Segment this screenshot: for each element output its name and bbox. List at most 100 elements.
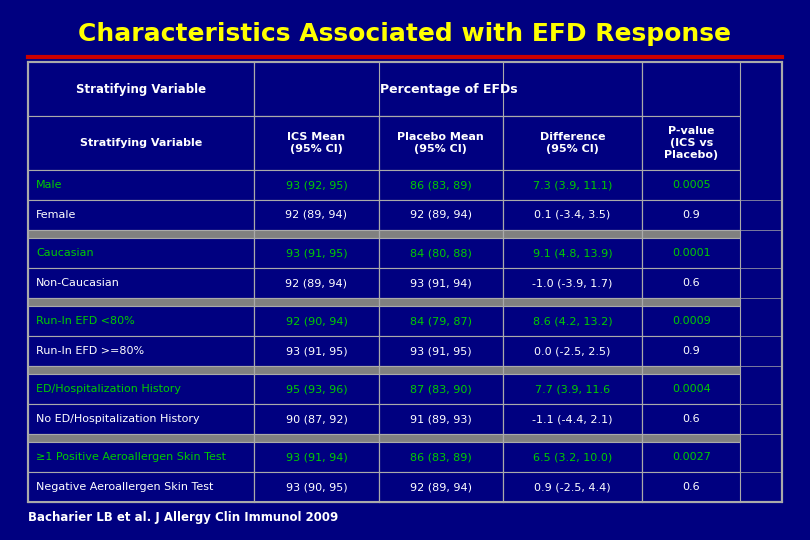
Bar (254, 268, 378, 298)
Text: 0.0009: 0.0009 (672, 316, 710, 326)
Text: 93 (91, 95): 93 (91, 95) (410, 346, 471, 356)
Text: 0.0027: 0.0027 (671, 453, 710, 462)
Bar (503, 434, 642, 442)
Text: 6.5 (3.2, 10.0): 6.5 (3.2, 10.0) (533, 453, 612, 462)
Bar (28, 62, 782, 502)
Bar (254, 298, 378, 306)
Bar (503, 366, 642, 374)
Bar (254, 62, 642, 116)
Text: 7.3 (3.9, 11.1): 7.3 (3.9, 11.1) (533, 180, 612, 190)
Text: Percentage of EFDs: Percentage of EFDs (380, 83, 517, 96)
Text: 93 (91, 95): 93 (91, 95) (286, 248, 347, 258)
Text: 0.9 (-2.5, 4.4): 0.9 (-2.5, 4.4) (535, 482, 611, 492)
Bar (378, 200, 503, 230)
Bar (254, 472, 378, 502)
Bar (642, 268, 740, 298)
Bar (28, 238, 254, 268)
Bar (254, 404, 378, 434)
Bar (378, 442, 503, 472)
Bar (254, 366, 378, 374)
Bar (503, 238, 642, 268)
Bar (28, 170, 254, 200)
Text: 93 (92, 95): 93 (92, 95) (286, 180, 347, 190)
Text: 84 (79, 87): 84 (79, 87) (410, 316, 471, 326)
Bar (503, 200, 642, 230)
Bar (28, 230, 254, 238)
Bar (378, 374, 503, 404)
Text: Placebo Mean
(95% CI): Placebo Mean (95% CI) (398, 132, 484, 154)
Text: 9.1 (4.8, 13.9): 9.1 (4.8, 13.9) (533, 248, 612, 258)
Bar (642, 366, 740, 374)
Bar (28, 442, 254, 472)
Bar (28, 306, 254, 336)
Bar (642, 472, 740, 502)
Bar (378, 306, 503, 336)
Bar (642, 170, 740, 200)
Text: Difference
(95% CI): Difference (95% CI) (540, 132, 605, 154)
Bar (378, 336, 503, 366)
Text: 7.7 (3.9, 11.6: 7.7 (3.9, 11.6 (535, 384, 610, 394)
Bar (254, 374, 378, 404)
Bar (503, 230, 642, 238)
Text: 0.6: 0.6 (683, 278, 700, 288)
Text: 0.6: 0.6 (683, 414, 700, 424)
Text: 93 (90, 95): 93 (90, 95) (286, 482, 347, 492)
Text: 0.9: 0.9 (682, 346, 700, 356)
Bar (642, 442, 740, 472)
Text: 93 (91, 94): 93 (91, 94) (286, 453, 347, 462)
Bar (642, 374, 740, 404)
Text: Male: Male (36, 180, 62, 190)
Text: 0.0004: 0.0004 (672, 384, 710, 394)
Bar (642, 336, 740, 366)
Bar (503, 336, 642, 366)
Bar (378, 116, 503, 170)
Text: 95 (93, 96): 95 (93, 96) (286, 384, 347, 394)
Text: Negative Aeroallergen Skin Test: Negative Aeroallergen Skin Test (36, 482, 214, 492)
Text: 0.0001: 0.0001 (672, 248, 710, 258)
Bar (378, 268, 503, 298)
Bar (378, 238, 503, 268)
Text: Run-In EFD <80%: Run-In EFD <80% (36, 316, 135, 326)
Bar (28, 472, 254, 502)
Bar (28, 298, 254, 306)
Text: 93 (91, 95): 93 (91, 95) (286, 346, 347, 356)
Bar (503, 116, 642, 170)
Text: ED/Hospitalization History: ED/Hospitalization History (36, 384, 181, 394)
Text: Run-In EFD >=80%: Run-In EFD >=80% (36, 346, 144, 356)
Bar (503, 170, 642, 200)
Bar (28, 116, 254, 170)
Bar (378, 298, 503, 306)
Text: 84 (80, 88): 84 (80, 88) (410, 248, 471, 258)
Bar (378, 366, 503, 374)
Bar (254, 442, 378, 472)
Bar (642, 200, 740, 230)
Text: ≥1 Positive Aeroallergen Skin Test: ≥1 Positive Aeroallergen Skin Test (36, 453, 226, 462)
Text: Stratifying Variable: Stratifying Variable (76, 83, 207, 96)
Text: 87 (83, 90): 87 (83, 90) (410, 384, 471, 394)
Text: -1.0 (-3.9, 1.7): -1.0 (-3.9, 1.7) (532, 278, 613, 288)
Text: 92 (89, 94): 92 (89, 94) (410, 482, 471, 492)
Bar (642, 238, 740, 268)
Bar (28, 336, 254, 366)
Bar (254, 116, 378, 170)
Bar (378, 404, 503, 434)
Text: 92 (90, 94): 92 (90, 94) (286, 316, 347, 326)
Bar (642, 62, 740, 116)
Bar (378, 230, 503, 238)
Bar (503, 306, 642, 336)
Text: Female: Female (36, 210, 76, 220)
Bar (254, 306, 378, 336)
Text: Characteristics Associated with EFD Response: Characteristics Associated with EFD Resp… (79, 22, 731, 45)
Bar (28, 268, 254, 298)
Bar (642, 116, 740, 170)
Text: 86 (83, 89): 86 (83, 89) (410, 453, 471, 462)
Text: 8.6 (4.2, 13.2): 8.6 (4.2, 13.2) (533, 316, 612, 326)
Text: Stratifying Variable: Stratifying Variable (80, 138, 202, 148)
Bar (378, 434, 503, 442)
Text: ICS Mean
(95% CI): ICS Mean (95% CI) (288, 132, 346, 154)
Text: 91 (89, 93): 91 (89, 93) (410, 414, 471, 424)
Bar (503, 472, 642, 502)
Bar (503, 374, 642, 404)
Bar (254, 170, 378, 200)
Bar (642, 306, 740, 336)
